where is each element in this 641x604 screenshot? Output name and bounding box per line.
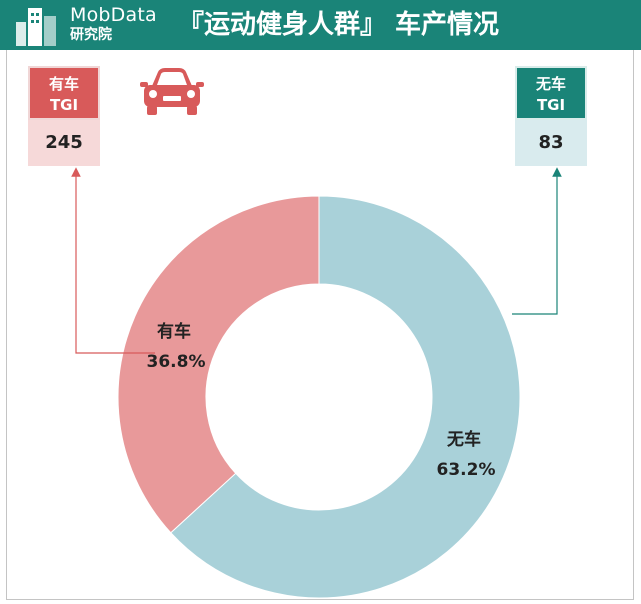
no-car-slice-name: 无车	[446, 429, 481, 450]
has-car-connector	[71, 167, 155, 354]
logo-subtitle: 研究院	[70, 27, 112, 43]
has-car-slice-name: 有车	[157, 321, 191, 342]
has-car-tgi-sublabel: TGI	[49, 96, 79, 114]
no-car-tgi-header: 无车 TGI	[515, 66, 587, 120]
no-car-slice-percent: 63.2%	[437, 460, 496, 480]
no-car-connector	[512, 167, 562, 315]
page-title: 『运动健身人群』 车产情况	[178, 10, 500, 40]
no-car-tgi-sublabel: TGI	[536, 96, 566, 114]
header-bar: MobData 研究院 『运动健身人群』 车产情况	[0, 0, 641, 50]
content-frame	[6, 50, 634, 600]
car-icon	[140, 68, 204, 115]
has-car-tgi-header: 有车 TGI	[28, 66, 100, 120]
no-car-slice	[170, 195, 521, 599]
chart-slices	[117, 195, 521, 599]
has-car-tgi-label: 有车	[48, 75, 79, 93]
has-car-slice-percent: 36.8%	[147, 352, 206, 372]
no-car-tgi-label: 无车	[535, 75, 566, 93]
logo-name: MobData	[70, 4, 157, 26]
building-logo-icon	[16, 8, 56, 46]
no-car-tgi-value: 83	[515, 120, 587, 166]
has-car-slice	[117, 195, 320, 534]
has-car-tgi-value: 245	[28, 120, 100, 166]
